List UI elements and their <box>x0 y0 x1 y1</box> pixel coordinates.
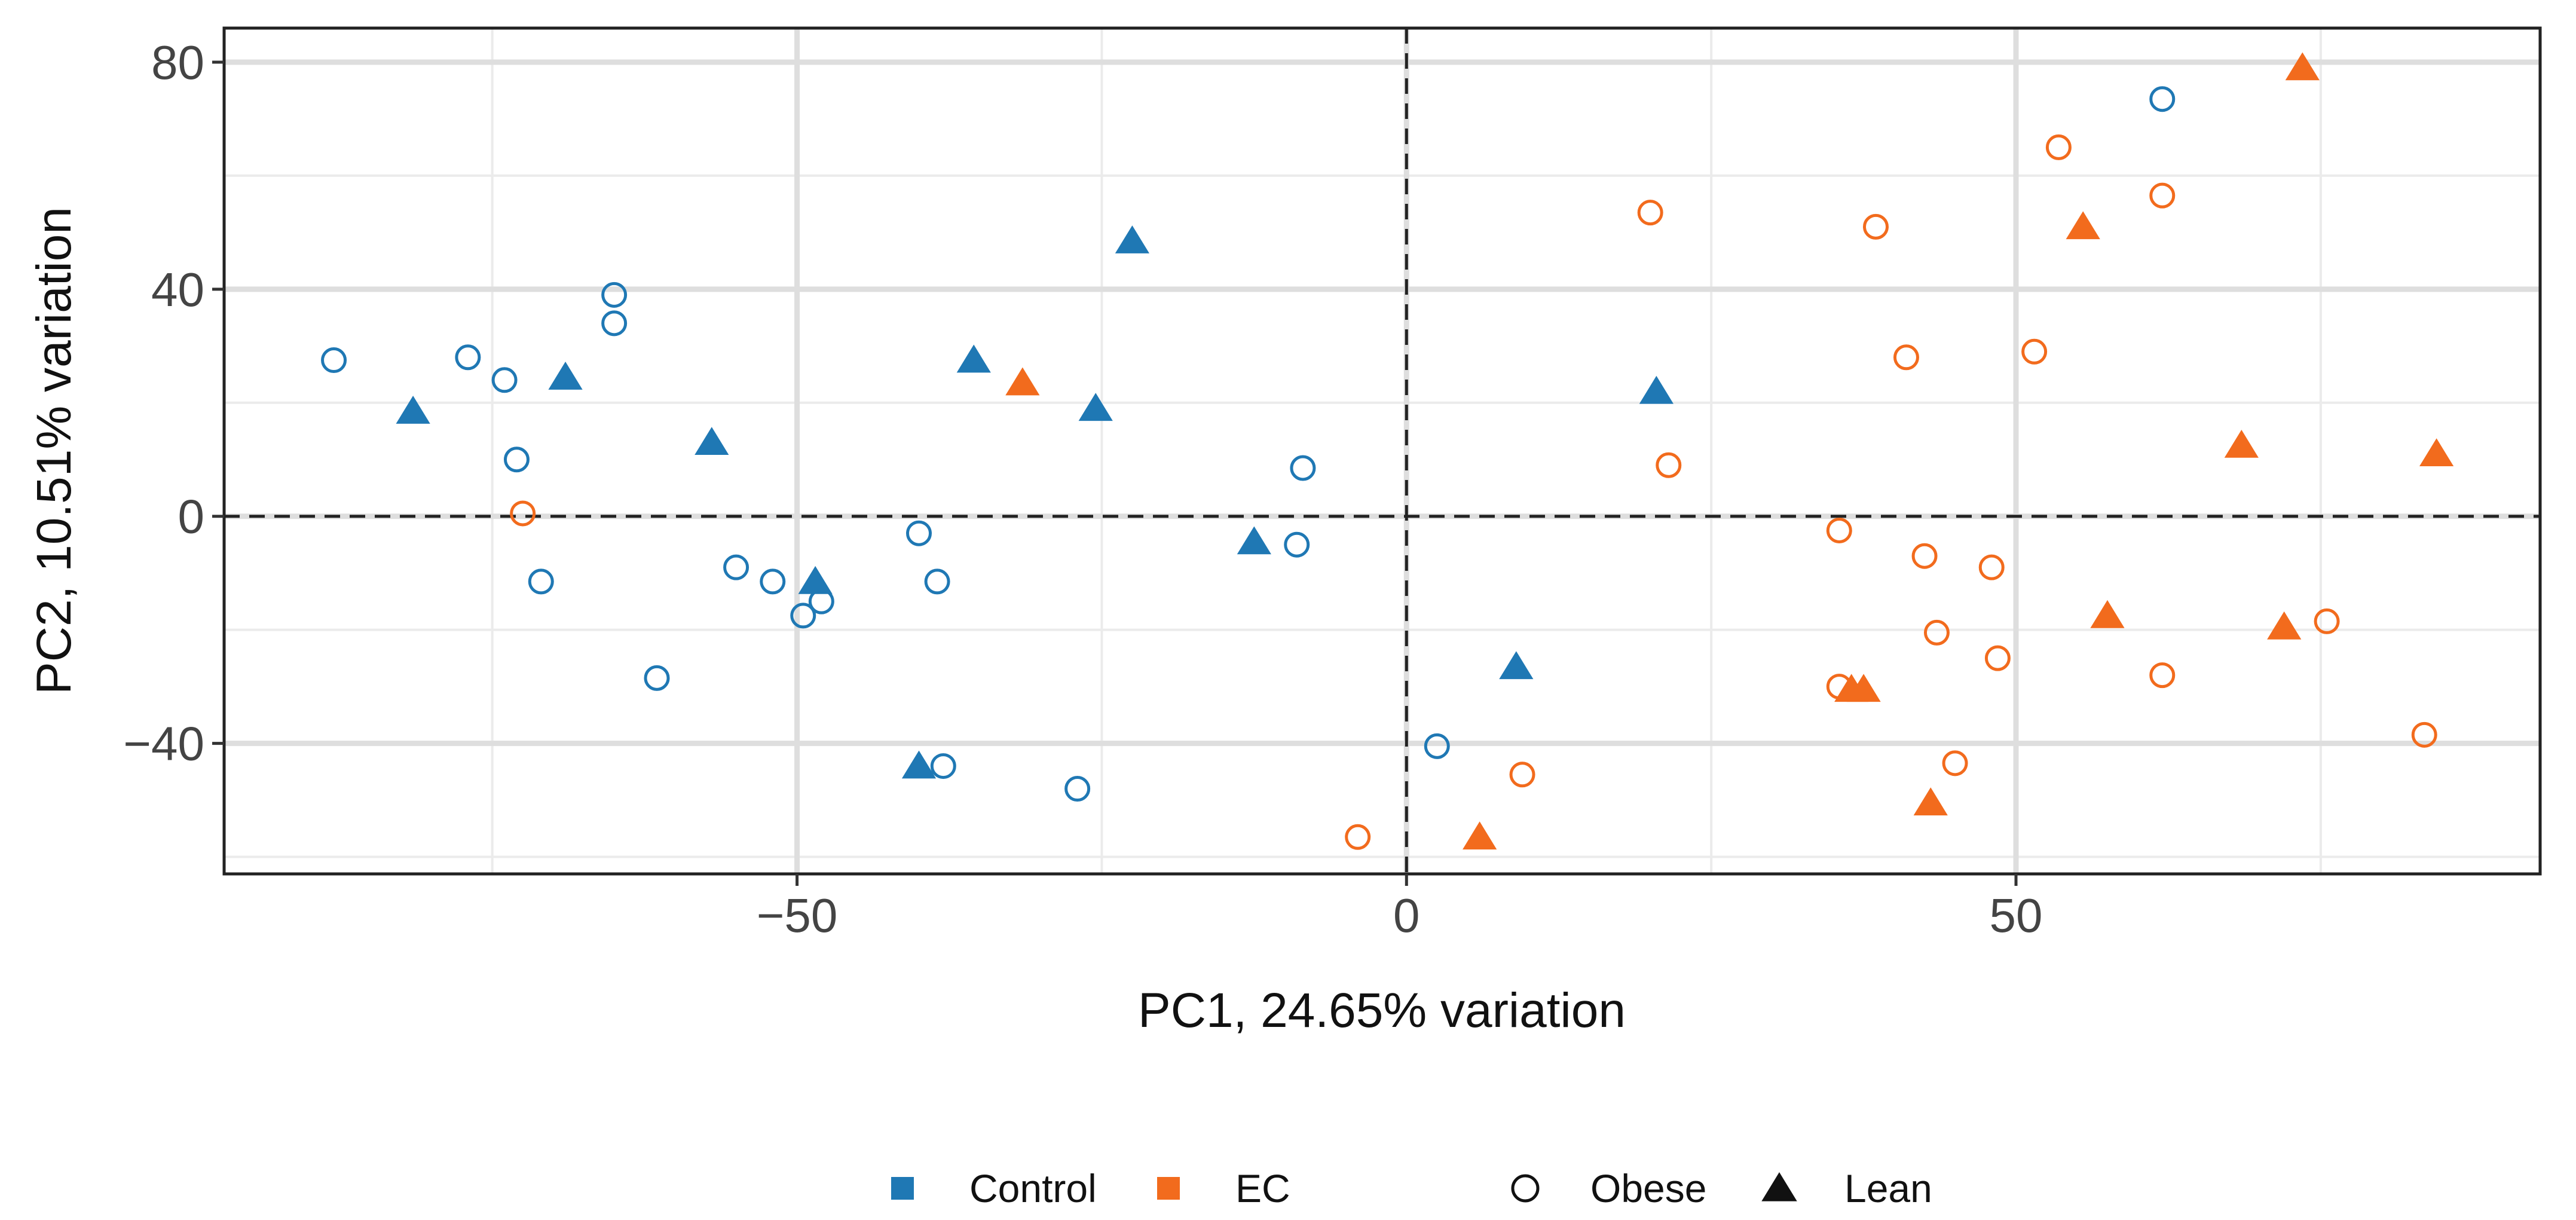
legend: Control EC Obese Lean <box>891 1166 1932 1210</box>
control-lean-point <box>1639 375 1674 404</box>
ec-obese-point <box>1923 619 1950 646</box>
x-axis-title: PC1, 24.65% variation <box>1138 983 1626 1038</box>
y-axis: −40 0 40 80 <box>123 36 224 770</box>
control-obese-point <box>1284 531 1310 558</box>
ec-lean-point <box>2224 430 2259 458</box>
control-obese-point <box>1424 733 1450 759</box>
ec-obese-point <box>1826 517 1852 543</box>
control-lean-point <box>1499 651 1534 680</box>
control-lean-point <box>548 362 583 390</box>
control-lean-point <box>1115 225 1150 253</box>
ec-lean-point <box>2090 600 2125 628</box>
control-lean-point <box>956 344 991 373</box>
ec-obese-point <box>1509 762 1535 788</box>
control-obese-point <box>790 603 816 629</box>
ec-obese-point <box>2411 721 2437 748</box>
ec-obese-point <box>1656 452 1682 478</box>
ec-obese-point <box>1984 645 2011 671</box>
y-tick-label: −40 <box>123 717 204 770</box>
control-obese-point <box>723 554 749 580</box>
ec-lean-point <box>1463 821 1497 850</box>
control-obese-point <box>601 282 628 308</box>
ec-lean-point <box>2419 438 2454 467</box>
ec-obese-point <box>2045 134 2072 160</box>
ec-obese-point <box>2149 662 2176 689</box>
ec-lean-point <box>1005 367 1040 396</box>
minor-gridlines <box>224 28 2540 874</box>
ec-obese-point <box>1637 200 1663 226</box>
control-lean-point <box>798 565 833 594</box>
control-obese-point <box>528 568 554 595</box>
legend-lean-symbol <box>1761 1172 1797 1201</box>
control-lean-point <box>396 396 430 424</box>
x-tick-label: 50 <box>1990 889 2043 942</box>
control-obese-point <box>930 753 956 779</box>
control-lean-point <box>1237 526 1271 555</box>
plot-panel-border <box>222 26 2542 876</box>
control-obese-point <box>503 447 530 473</box>
legend-ec-swatch <box>1157 1177 1180 1200</box>
legend-control-label: Control <box>969 1166 1097 1210</box>
ec-lean-point <box>2066 211 2100 240</box>
legend-obese-symbol <box>1511 1174 1540 1203</box>
x-tick-label: −50 <box>757 889 838 942</box>
ec-obese-point <box>2149 182 2176 209</box>
ec-obese-point <box>1345 824 1371 850</box>
ec-obese-point <box>1911 543 1938 569</box>
control-obese-point <box>601 310 628 337</box>
ec-obese-point <box>2021 338 2048 365</box>
ec-lean-point <box>1846 674 1881 702</box>
control-obese-point <box>2149 86 2176 112</box>
control-obese-point <box>924 568 950 595</box>
control-lean-point <box>695 427 729 455</box>
control-obese-point <box>644 665 670 691</box>
control-lean-point <box>901 750 937 779</box>
control-obese-point <box>906 520 932 546</box>
x-tick-label: 0 <box>1393 889 1420 942</box>
y-tick-label: 40 <box>151 263 204 316</box>
ec-obese-point <box>510 500 536 527</box>
x-axis: −50 0 50 <box>757 874 2043 942</box>
data-points <box>321 52 2454 850</box>
control-obese-point <box>321 347 347 374</box>
control-obese-point <box>760 568 786 595</box>
y-tick-label: 0 <box>178 490 205 543</box>
ec-obese-point <box>1942 750 1968 776</box>
control-obese-point <box>1064 776 1091 802</box>
legend-lean-label: Lean <box>1844 1166 1932 1210</box>
ec-obese-point <box>2314 608 2340 634</box>
control-obese-point <box>455 344 481 371</box>
ec-lean-point <box>2267 611 2302 640</box>
control-obese-point <box>1290 455 1316 481</box>
y-axis-title: PC2, 10.51% variation <box>27 207 81 695</box>
ec-lean-point <box>1913 787 1948 816</box>
control-lean-point <box>1078 393 1113 421</box>
ec-lean-point <box>2285 52 2320 81</box>
ec-obese-point <box>1978 554 2005 580</box>
y-tick-label: 80 <box>151 36 204 89</box>
legend-ec-label: EC <box>1235 1166 1290 1210</box>
legend-obese-label: Obese <box>1590 1166 1706 1210</box>
reference-lines <box>224 28 2540 874</box>
control-obese-point <box>491 367 518 393</box>
ec-obese-point <box>1862 213 1889 240</box>
ec-obese-point <box>1893 344 1919 371</box>
legend-control-swatch <box>891 1177 914 1200</box>
